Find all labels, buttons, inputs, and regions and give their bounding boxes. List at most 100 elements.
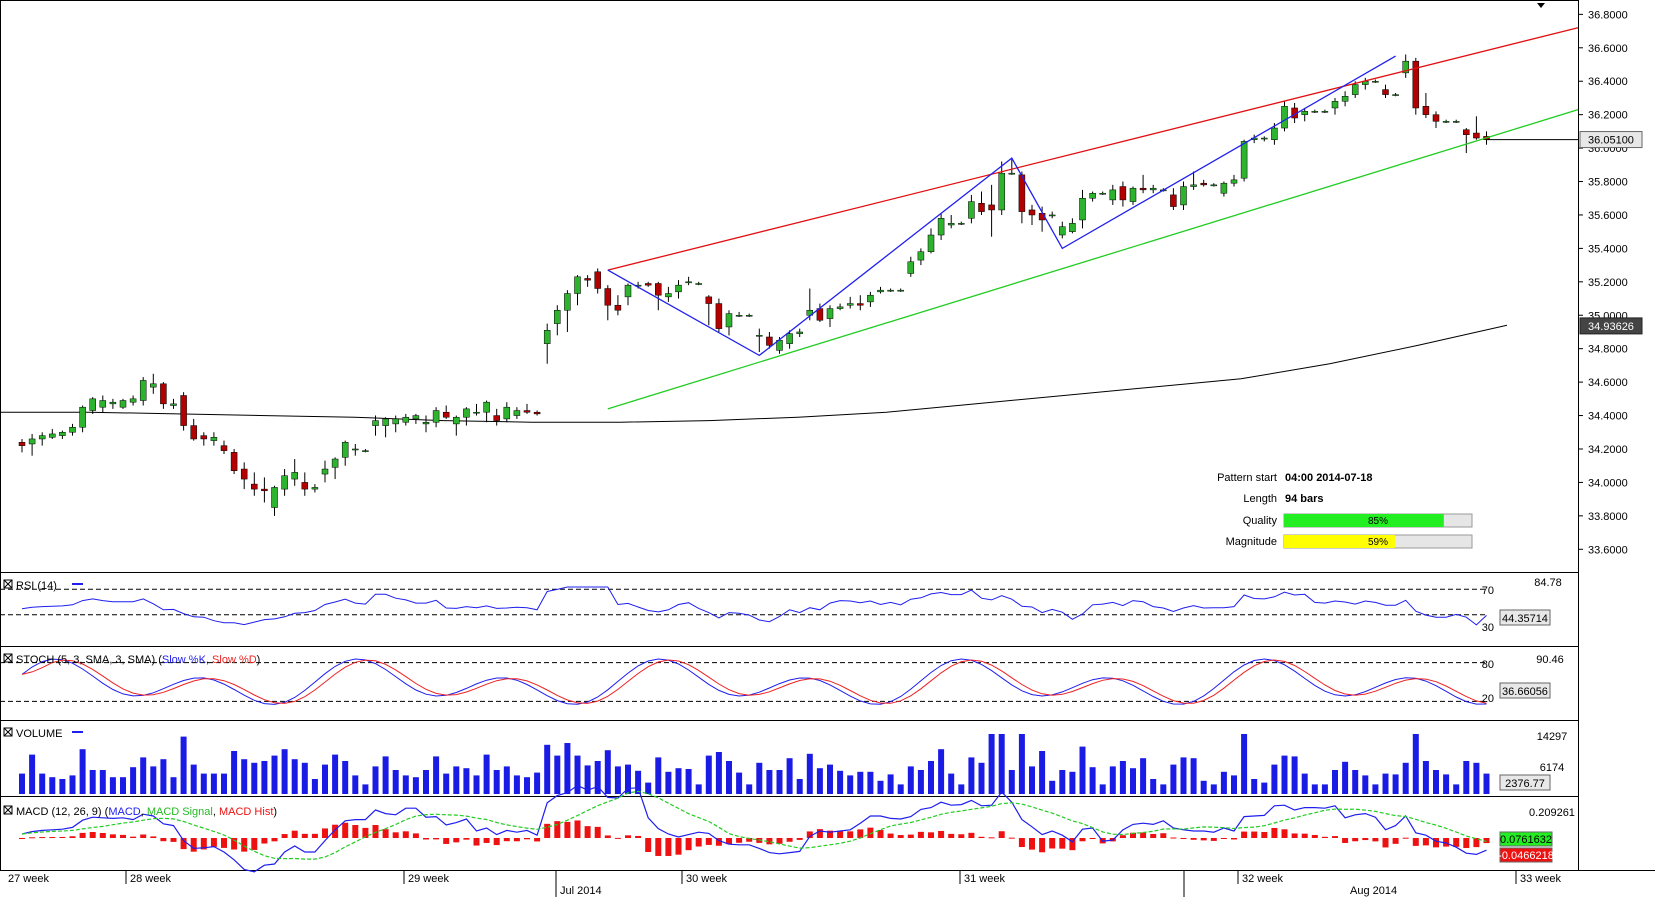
macd-hist-bar — [1362, 838, 1369, 841]
macd-hist-bar — [1170, 837, 1177, 839]
macd-hist-bar — [1311, 834, 1318, 838]
volume-close-icon[interactable] — [3, 727, 13, 737]
candle-body — [1351, 84, 1359, 95]
volume-bar — [483, 754, 490, 794]
macd-hist-bar — [1079, 838, 1086, 842]
candle — [1129, 186, 1137, 205]
candle-body — [1008, 172, 1016, 175]
candle-body — [38, 435, 46, 440]
volume-bar — [887, 774, 894, 794]
macd-hist-bar — [574, 820, 581, 838]
candle-body — [786, 333, 793, 344]
candle — [1230, 174, 1238, 187]
volume-bar — [1473, 762, 1480, 794]
candle — [907, 256, 915, 277]
macd-hist-bar — [251, 838, 258, 850]
candle-body — [59, 432, 66, 436]
candle — [1321, 109, 1329, 113]
volume-bar — [978, 762, 985, 794]
candle-body — [190, 425, 197, 440]
candle — [1372, 79, 1379, 83]
candle-body — [1412, 60, 1420, 109]
volume-bar — [1392, 774, 1399, 794]
macd-hist-bar — [99, 832, 106, 838]
macd-hist-bar — [291, 830, 298, 838]
candle-body — [1321, 111, 1329, 113]
price-tick-label: 34.2000 — [1588, 444, 1628, 456]
candle-body — [503, 406, 511, 420]
volume-bar — [1251, 779, 1258, 794]
macd-hist-bar — [1342, 838, 1349, 843]
candle — [1210, 183, 1218, 187]
candle — [766, 331, 773, 349]
week-label: 31 week — [964, 873, 1005, 885]
rsi-level-70: 70 — [1482, 585, 1494, 597]
macd-hist-bar — [1453, 838, 1460, 847]
candle — [1149, 184, 1157, 194]
candle — [958, 221, 965, 225]
volume-bar — [1059, 770, 1066, 794]
support-line — [607, 109, 1579, 410]
macd-hist-bar — [342, 822, 349, 838]
candle — [109, 398, 117, 409]
pattern-quality-label: Quality — [1243, 515, 1278, 527]
macd-hist-bar — [160, 838, 167, 842]
candle-body — [1069, 223, 1076, 232]
magnitude-value: 59% — [1368, 537, 1388, 548]
candle — [624, 283, 632, 306]
macd-hist-bar — [443, 838, 450, 844]
candle — [836, 303, 844, 311]
volume-bar — [140, 757, 147, 794]
macd-hist-bar — [79, 832, 86, 838]
macd-hist-bar — [665, 838, 672, 856]
volume-bar — [1342, 761, 1349, 794]
macd-hist-bar — [524, 838, 530, 840]
macd-hist-bar — [675, 838, 682, 855]
volume-bar — [79, 749, 86, 794]
candle — [1139, 174, 1147, 194]
month-label: Aug 2014 — [1350, 885, 1397, 897]
candle — [261, 477, 268, 503]
macd-close-icon[interactable] — [3, 805, 13, 815]
macd-hist-bar — [1190, 838, 1197, 840]
candle-body — [49, 433, 56, 438]
volume-bar — [210, 773, 217, 794]
candle — [139, 377, 147, 406]
candle-body — [109, 401, 117, 405]
volume-bar — [503, 766, 510, 794]
candle-body — [907, 261, 915, 274]
macd-hist-bar — [958, 834, 965, 838]
macd-hist-bar — [1352, 838, 1359, 842]
candle-body — [533, 411, 541, 415]
candle-body — [463, 408, 470, 418]
candle-body — [1382, 89, 1389, 95]
macd-hist-bar — [1160, 833, 1167, 838]
volume-bar — [756, 762, 763, 794]
macd-hist-bar — [1332, 836, 1338, 838]
stoch-close-icon[interactable] — [3, 653, 13, 663]
volume-bar — [1352, 770, 1359, 794]
volume-bar — [1281, 755, 1288, 794]
candle-body — [1281, 106, 1288, 129]
candle-body — [857, 303, 864, 306]
macd-hist-bar — [806, 831, 813, 838]
macd-hist-bar — [1069, 838, 1076, 851]
macd-hist-bar — [1433, 838, 1439, 848]
volume-bar — [1190, 758, 1197, 794]
candle — [200, 432, 208, 446]
macd-hist-bar — [513, 838, 520, 842]
macd-hist-bar — [1422, 838, 1429, 846]
candle-body — [1220, 182, 1228, 194]
rsi-close-icon[interactable] — [3, 579, 13, 589]
candle — [382, 417, 389, 438]
stoch-label: STOCH (5, 3, SMA, 3, SMA) ( — [16, 654, 162, 666]
volume-bar — [604, 750, 611, 794]
macd-hist-bar — [564, 821, 571, 838]
candle — [1382, 84, 1389, 98]
macd-hist-bar — [483, 838, 490, 843]
volume-bar — [99, 770, 106, 794]
macd-hist-bar — [655, 838, 662, 856]
candle — [1079, 189, 1086, 229]
macd-hist-bar — [382, 829, 389, 838]
macd-hist-bar — [1119, 835, 1126, 838]
